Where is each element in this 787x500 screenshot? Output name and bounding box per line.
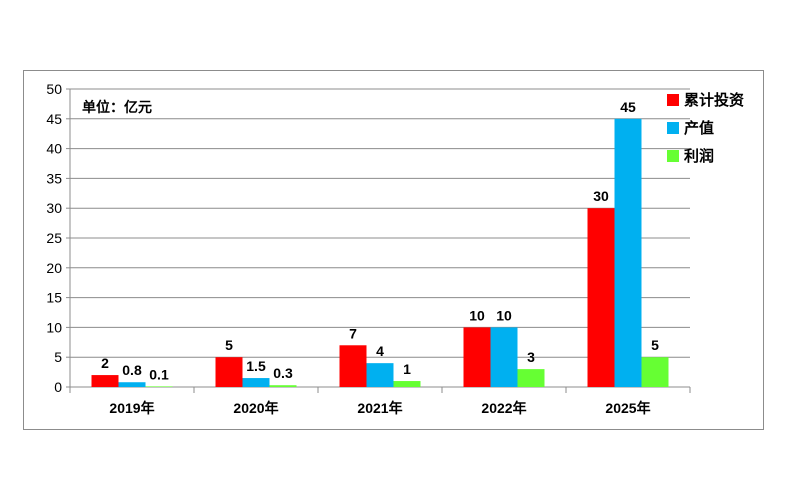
data-label: 45 — [620, 99, 636, 115]
legend-swatch — [667, 94, 679, 106]
bar — [91, 375, 119, 387]
data-labels: 2 0.8 0.1 5 1.5 0.3 7 4 1 10 10 3 30 45 5 — [101, 99, 659, 383]
legend-swatch — [667, 150, 679, 162]
data-label: 1 — [403, 361, 411, 377]
data-label: 30 — [593, 188, 609, 204]
bar — [145, 386, 173, 387]
data-label: 5 — [225, 337, 233, 353]
y-tick-label: 50 — [46, 81, 62, 97]
y-tick-label: 25 — [46, 230, 62, 246]
bar — [118, 382, 146, 387]
y-tick-label: 20 — [46, 260, 62, 276]
bars — [91, 118, 669, 388]
data-label: 7 — [349, 325, 357, 341]
bar — [215, 357, 243, 387]
bar — [490, 327, 518, 387]
data-label: 0.3 — [273, 365, 293, 381]
bar — [393, 381, 421, 387]
x-category-label: 2020年 — [233, 400, 278, 416]
y-tick-label: 0 — [54, 379, 62, 395]
unit-note: 单位：亿元 — [82, 99, 152, 115]
y-tick-label: 40 — [46, 141, 62, 157]
x-category-label: 2021年 — [357, 400, 402, 416]
y-tick-label: 35 — [46, 170, 62, 186]
data-label: 0.1 — [149, 366, 169, 382]
y-tick-label: 10 — [46, 319, 62, 335]
data-label: 10 — [469, 307, 485, 323]
x-category-label: 2022年 — [481, 400, 526, 416]
bar — [366, 363, 394, 387]
legend-label: 利润 — [684, 147, 714, 165]
bar — [242, 378, 270, 387]
bar — [339, 345, 367, 387]
y-tick-label: 15 — [46, 290, 62, 306]
bar — [463, 327, 491, 387]
data-label: 1.5 — [246, 358, 266, 374]
x-category-label: 2025年 — [605, 400, 650, 416]
legend-label: 产值 — [684, 119, 714, 137]
data-label: 5 — [651, 337, 659, 353]
data-label: 0.8 — [122, 362, 142, 378]
bar — [641, 357, 669, 387]
y-tick-label: 5 — [54, 349, 62, 365]
bar — [587, 208, 615, 387]
y-axis-ticks: 0 5 10 15 20 25 30 35 40 45 50 — [46, 81, 62, 395]
data-label: 2 — [101, 355, 109, 371]
x-category-label: 2019年 — [109, 400, 154, 416]
legend-swatch — [667, 122, 679, 134]
bar — [517, 369, 545, 387]
y-tick-label: 30 — [46, 200, 62, 216]
data-label: 3 — [527, 349, 535, 365]
data-label: 4 — [376, 343, 384, 359]
bar — [614, 118, 642, 388]
bar — [269, 385, 297, 387]
data-label: 10 — [496, 307, 512, 323]
legend-label: 累计投资 — [684, 91, 744, 109]
x-axis-categories: 2019年 2020年 2021年 2022年 2025年 — [109, 400, 650, 416]
y-tick-label: 45 — [46, 111, 62, 127]
